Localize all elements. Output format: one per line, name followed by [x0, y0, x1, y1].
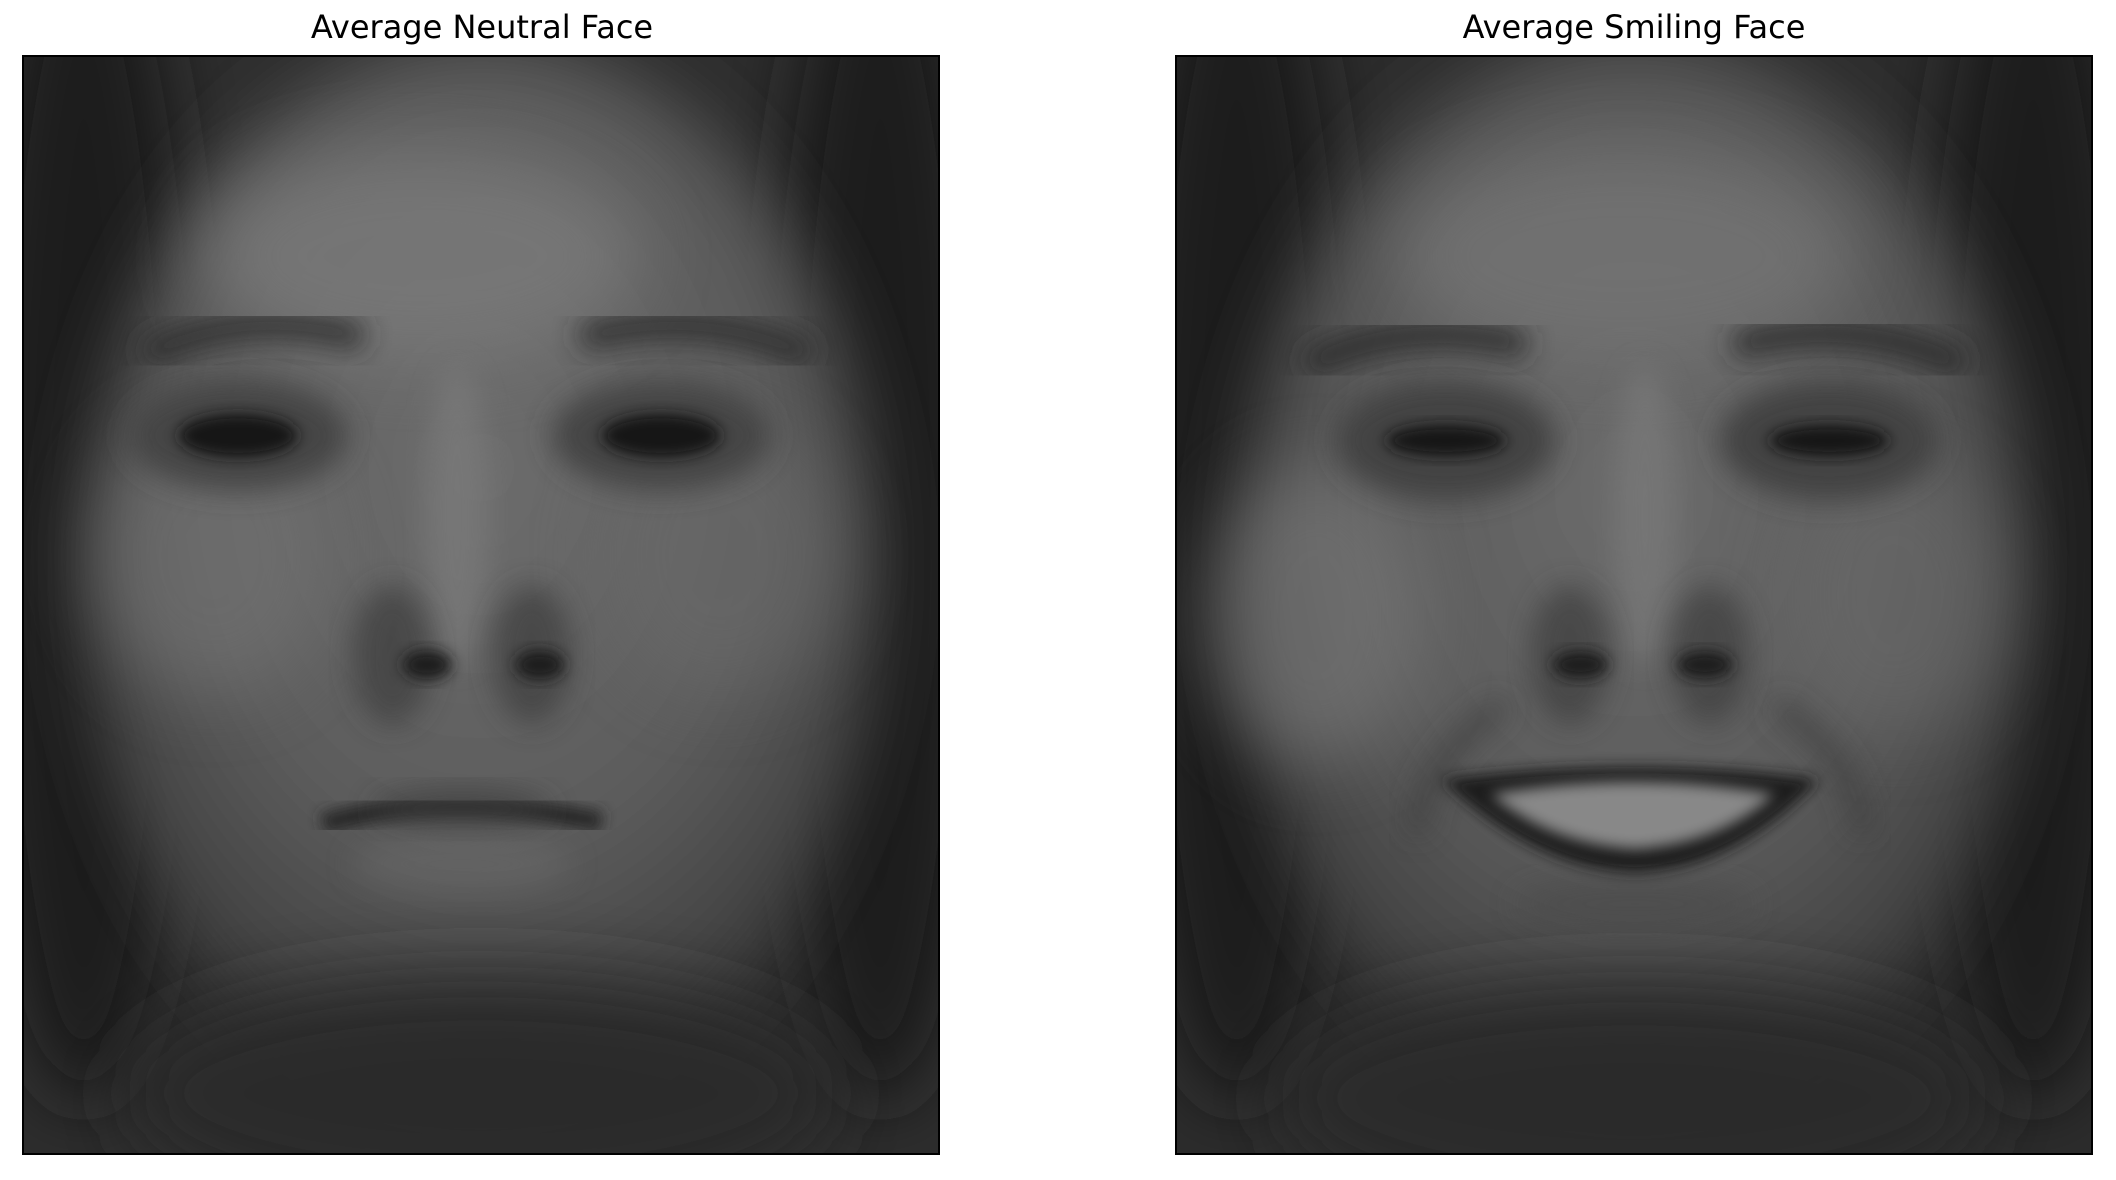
neutral-face-panel — [22, 55, 940, 1155]
smiling-face-title: Average Smiling Face — [1462, 8, 1806, 46]
neutral-face-image — [24, 57, 938, 1153]
smiling-face-panel — [1175, 55, 2093, 1155]
smiling-face-image — [1177, 57, 2091, 1153]
neutral-face-title: Average Neutral Face — [310, 8, 654, 46]
